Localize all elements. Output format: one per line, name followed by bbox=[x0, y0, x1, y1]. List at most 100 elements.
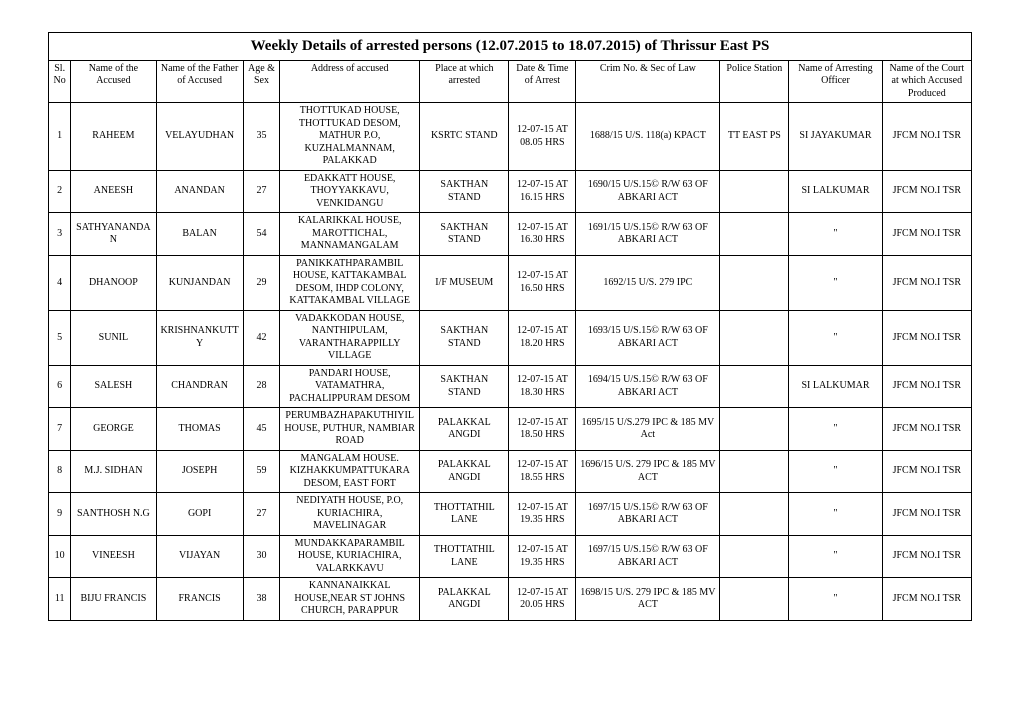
cell-place: THOTTATHIL LANE bbox=[420, 535, 509, 578]
cell-court: JFCM NO.I TSR bbox=[882, 213, 971, 256]
table-header-row: Sl. No Name of the Accused Name of the F… bbox=[49, 60, 972, 103]
cell-name: GEORGE bbox=[71, 408, 156, 451]
col-header-ps: Police Station bbox=[720, 60, 789, 103]
cell-sl: 10 bbox=[49, 535, 71, 578]
cell-ps: TT EAST PS bbox=[720, 103, 789, 171]
table-row: 3SATHYANANDANBALAN54KALARIKKAL HOUSE, MA… bbox=[49, 213, 972, 256]
cell-age: 54 bbox=[243, 213, 280, 256]
cell-age: 29 bbox=[243, 255, 280, 310]
cell-crime: 1693/15 U/S.15© R/W 63 OF ABKARI ACT bbox=[576, 310, 720, 365]
cell-name: SALESH bbox=[71, 365, 156, 408]
cell-addr: MUNDAKKAPARAMBIL HOUSE, KURIACHIRA, VALA… bbox=[280, 535, 420, 578]
cell-court: JFCM NO.I TSR bbox=[882, 103, 971, 171]
cell-court: JFCM NO.I TSR bbox=[882, 535, 971, 578]
cell-father: BALAN bbox=[156, 213, 243, 256]
cell-sl: 1 bbox=[49, 103, 71, 171]
cell-crime: 1697/15 U/S.15© R/W 63 OF ABKARI ACT bbox=[576, 535, 720, 578]
cell-place: PALAKKAL ANGDI bbox=[420, 408, 509, 451]
cell-name: DHANOOP bbox=[71, 255, 156, 310]
cell-name: VINEESH bbox=[71, 535, 156, 578]
cell-ps bbox=[720, 450, 789, 493]
cell-court: JFCM NO.I TSR bbox=[882, 310, 971, 365]
cell-age: 45 bbox=[243, 408, 280, 451]
table-row: 1RAHEEMVELAYUDHAN35THOTTUKAD HOUSE, THOT… bbox=[49, 103, 972, 171]
cell-father: CHANDRAN bbox=[156, 365, 243, 408]
cell-place: SAKTHAN STAND bbox=[420, 170, 509, 213]
cell-name: BIJU FRANCIS bbox=[71, 578, 156, 621]
cell-father: KRISHNANKUTTY bbox=[156, 310, 243, 365]
cell-ps bbox=[720, 365, 789, 408]
cell-officer: " bbox=[789, 255, 882, 310]
cell-date: 12-07-15 AT 18.20 HRS bbox=[509, 310, 576, 365]
cell-name: RAHEEM bbox=[71, 103, 156, 171]
cell-name: SANTHOSH N.G bbox=[71, 493, 156, 536]
cell-addr: PERUMBAZHAPAKUTHIYIL HOUSE, PUTHUR, NAMB… bbox=[280, 408, 420, 451]
cell-place: PALAKKAL ANGDI bbox=[420, 450, 509, 493]
cell-age: 27 bbox=[243, 493, 280, 536]
cell-place: SAKTHAN STAND bbox=[420, 365, 509, 408]
col-header-father: Name of the Father of Accused bbox=[156, 60, 243, 103]
cell-ps bbox=[720, 310, 789, 365]
cell-sl: 7 bbox=[49, 408, 71, 451]
cell-addr: PANDARI HOUSE, VATAMATHRA, PACHALIPPURAM… bbox=[280, 365, 420, 408]
cell-sl: 6 bbox=[49, 365, 71, 408]
table-head: Weekly Details of arrested persons (12.0… bbox=[49, 33, 972, 103]
cell-officer: " bbox=[789, 493, 882, 536]
cell-date: 12-07-15 AT 19.35 HRS bbox=[509, 493, 576, 536]
cell-date: 12-07-15 AT 20.05 HRS bbox=[509, 578, 576, 621]
table-row: 9SANTHOSH N.GGOPI27NEDIYATH HOUSE, P.O, … bbox=[49, 493, 972, 536]
cell-father: ANANDAN bbox=[156, 170, 243, 213]
cell-sl: 8 bbox=[49, 450, 71, 493]
cell-addr: PANIKKATHPARAMBIL HOUSE, KATTAKAMBAL DES… bbox=[280, 255, 420, 310]
cell-crime: 1692/15 U/S. 279 IPC bbox=[576, 255, 720, 310]
cell-court: JFCM NO.I TSR bbox=[882, 408, 971, 451]
cell-addr: KANNANAIKKAL HOUSE,NEAR ST JOHNS CHURCH,… bbox=[280, 578, 420, 621]
cell-officer: " bbox=[789, 408, 882, 451]
cell-ps bbox=[720, 255, 789, 310]
cell-court: JFCM NO.I TSR bbox=[882, 578, 971, 621]
cell-father: GOPI bbox=[156, 493, 243, 536]
cell-age: 42 bbox=[243, 310, 280, 365]
cell-father: VIJAYAN bbox=[156, 535, 243, 578]
col-header-age: Age & Sex bbox=[243, 60, 280, 103]
cell-father: JOSEPH bbox=[156, 450, 243, 493]
cell-court: JFCM NO.I TSR bbox=[882, 255, 971, 310]
cell-crime: 1694/15 U/S.15© R/W 63 OF ABKARI ACT bbox=[576, 365, 720, 408]
cell-court: JFCM NO.I TSR bbox=[882, 170, 971, 213]
cell-crime: 1698/15 U/S. 279 IPC & 185 MV ACT bbox=[576, 578, 720, 621]
cell-date: 12-07-15 AT 18.50 HRS bbox=[509, 408, 576, 451]
cell-date: 12-07-15 AT 16.50 HRS bbox=[509, 255, 576, 310]
table-title: Weekly Details of arrested persons (12.0… bbox=[49, 33, 972, 61]
cell-place: I/F MUSEUM bbox=[420, 255, 509, 310]
cell-addr: KALARIKKAL HOUSE, MAROTTICHAL, MANNAMANG… bbox=[280, 213, 420, 256]
cell-addr: VADAKKODAN HOUSE, NANTHIPULAM, VARANTHAR… bbox=[280, 310, 420, 365]
col-header-crime: Crim No. & Sec of Law bbox=[576, 60, 720, 103]
cell-father: THOMAS bbox=[156, 408, 243, 451]
table-row: 11BIJU FRANCISFRANCIS38KANNANAIKKAL HOUS… bbox=[49, 578, 972, 621]
cell-officer: " bbox=[789, 535, 882, 578]
col-header-name: Name of the Accused bbox=[71, 60, 156, 103]
cell-age: 59 bbox=[243, 450, 280, 493]
cell-name: M.J. SIDHAN bbox=[71, 450, 156, 493]
arrest-table: Weekly Details of arrested persons (12.0… bbox=[48, 32, 972, 621]
cell-court: JFCM NO.I TSR bbox=[882, 450, 971, 493]
table-row: 2ANEESHANANDAN27EDAKKATT HOUSE, THOYYAKK… bbox=[49, 170, 972, 213]
col-header-sl: Sl. No bbox=[49, 60, 71, 103]
cell-sl: 2 bbox=[49, 170, 71, 213]
table-body: 1RAHEEMVELAYUDHAN35THOTTUKAD HOUSE, THOT… bbox=[49, 103, 972, 621]
cell-father: KUNJANDAN bbox=[156, 255, 243, 310]
col-header-officer: Name of Arresting Officer bbox=[789, 60, 882, 103]
cell-officer: SI LALKUMAR bbox=[789, 170, 882, 213]
cell-crime: 1690/15 U/S.15© R/W 63 OF ABKARI ACT bbox=[576, 170, 720, 213]
table-row: 10VINEESHVIJAYAN30MUNDAKKAPARAMBIL HOUSE… bbox=[49, 535, 972, 578]
table-row: 6SALESHCHANDRAN28PANDARI HOUSE, VATAMATH… bbox=[49, 365, 972, 408]
cell-addr: THOTTUKAD HOUSE, THOTTUKAD DESOM, MATHUR… bbox=[280, 103, 420, 171]
cell-sl: 5 bbox=[49, 310, 71, 365]
cell-date: 12-07-15 AT 16.30 HRS bbox=[509, 213, 576, 256]
col-header-addr: Address of accused bbox=[280, 60, 420, 103]
cell-date: 12-07-15 AT 19.35 HRS bbox=[509, 535, 576, 578]
cell-officer: " bbox=[789, 310, 882, 365]
table-row: 5SUNILKRISHNANKUTTY42VADAKKODAN HOUSE, N… bbox=[49, 310, 972, 365]
cell-father: VELAYUDHAN bbox=[156, 103, 243, 171]
cell-name: SUNIL bbox=[71, 310, 156, 365]
